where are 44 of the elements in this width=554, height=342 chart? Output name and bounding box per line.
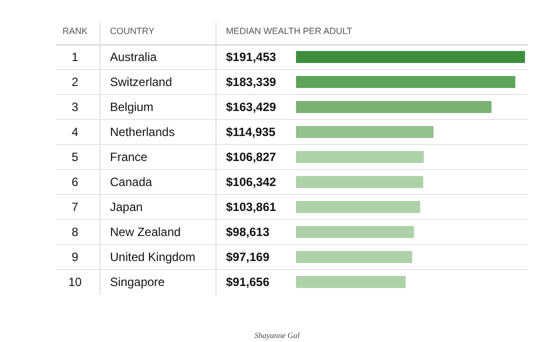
text: 10 (68, 275, 82, 289)
bar (296, 226, 414, 238)
y-tick-label: Switzerland (110, 75, 172, 89)
text: 2 (72, 75, 79, 89)
data-label: $106,827 (226, 150, 276, 164)
bar (296, 176, 424, 188)
y-tick-label: Canada (110, 175, 152, 189)
y-tick-label: Japan (110, 200, 143, 214)
data-label: $191,453 (226, 50, 276, 64)
y-tick-label: Netherlands (110, 125, 175, 139)
bar (296, 151, 424, 163)
bar (296, 201, 420, 213)
bar (296, 126, 434, 138)
bar (296, 276, 406, 288)
text: 3 (72, 100, 79, 114)
bar (296, 51, 525, 63)
data-label: $98,613 (226, 225, 270, 239)
data-label: $103,861 (226, 200, 276, 214)
text: 5 (72, 150, 79, 164)
y-tick-label: United Kingdom (110, 250, 196, 264)
bar (296, 251, 412, 263)
y-tick-label: France (110, 150, 148, 164)
text: Shayanne Gal (254, 331, 300, 340)
text: 1 (72, 50, 79, 64)
data-label: $163,429 (226, 100, 276, 114)
data-label: $114,935 (226, 125, 276, 139)
text: COUNTRY (110, 26, 154, 36)
bar (296, 101, 492, 113)
bar (296, 76, 516, 88)
text: 7 (72, 200, 79, 214)
text: 4 (72, 125, 79, 139)
y-tick-label: New Zealand (110, 225, 181, 239)
y-tick-label: Singapore (110, 275, 166, 289)
data-label: $91,656 (226, 275, 270, 289)
text: 9 (72, 250, 79, 264)
text: MEDIAN WEALTH PER ADULT (226, 26, 353, 36)
data-label: $106,342 (226, 175, 276, 189)
text: RANK (62, 26, 88, 36)
y-tick-label: Australia (110, 50, 158, 64)
text: 8 (72, 225, 79, 239)
y-tick-label: Belgium (110, 100, 154, 114)
text: 6 (72, 175, 79, 189)
data-label: $97,169 (226, 250, 270, 264)
data-label: $183,339 (226, 75, 276, 89)
